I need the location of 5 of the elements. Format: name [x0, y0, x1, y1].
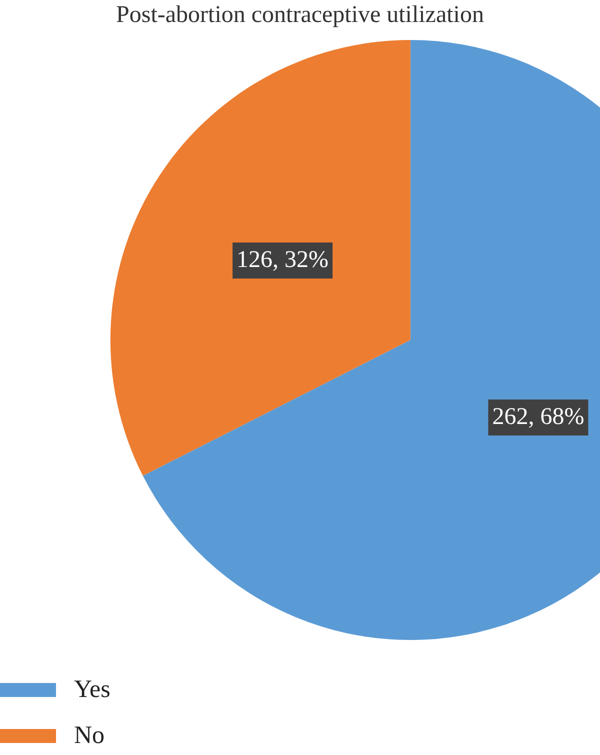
legend-label: No: [74, 722, 105, 750]
chart-title: Post-abortion contraceptive utilization: [115, 1, 485, 30]
legend-label: Yes: [74, 676, 110, 704]
data-label: 126, 32%: [236, 247, 329, 274]
data-label: 262, 68%: [492, 404, 584, 430]
